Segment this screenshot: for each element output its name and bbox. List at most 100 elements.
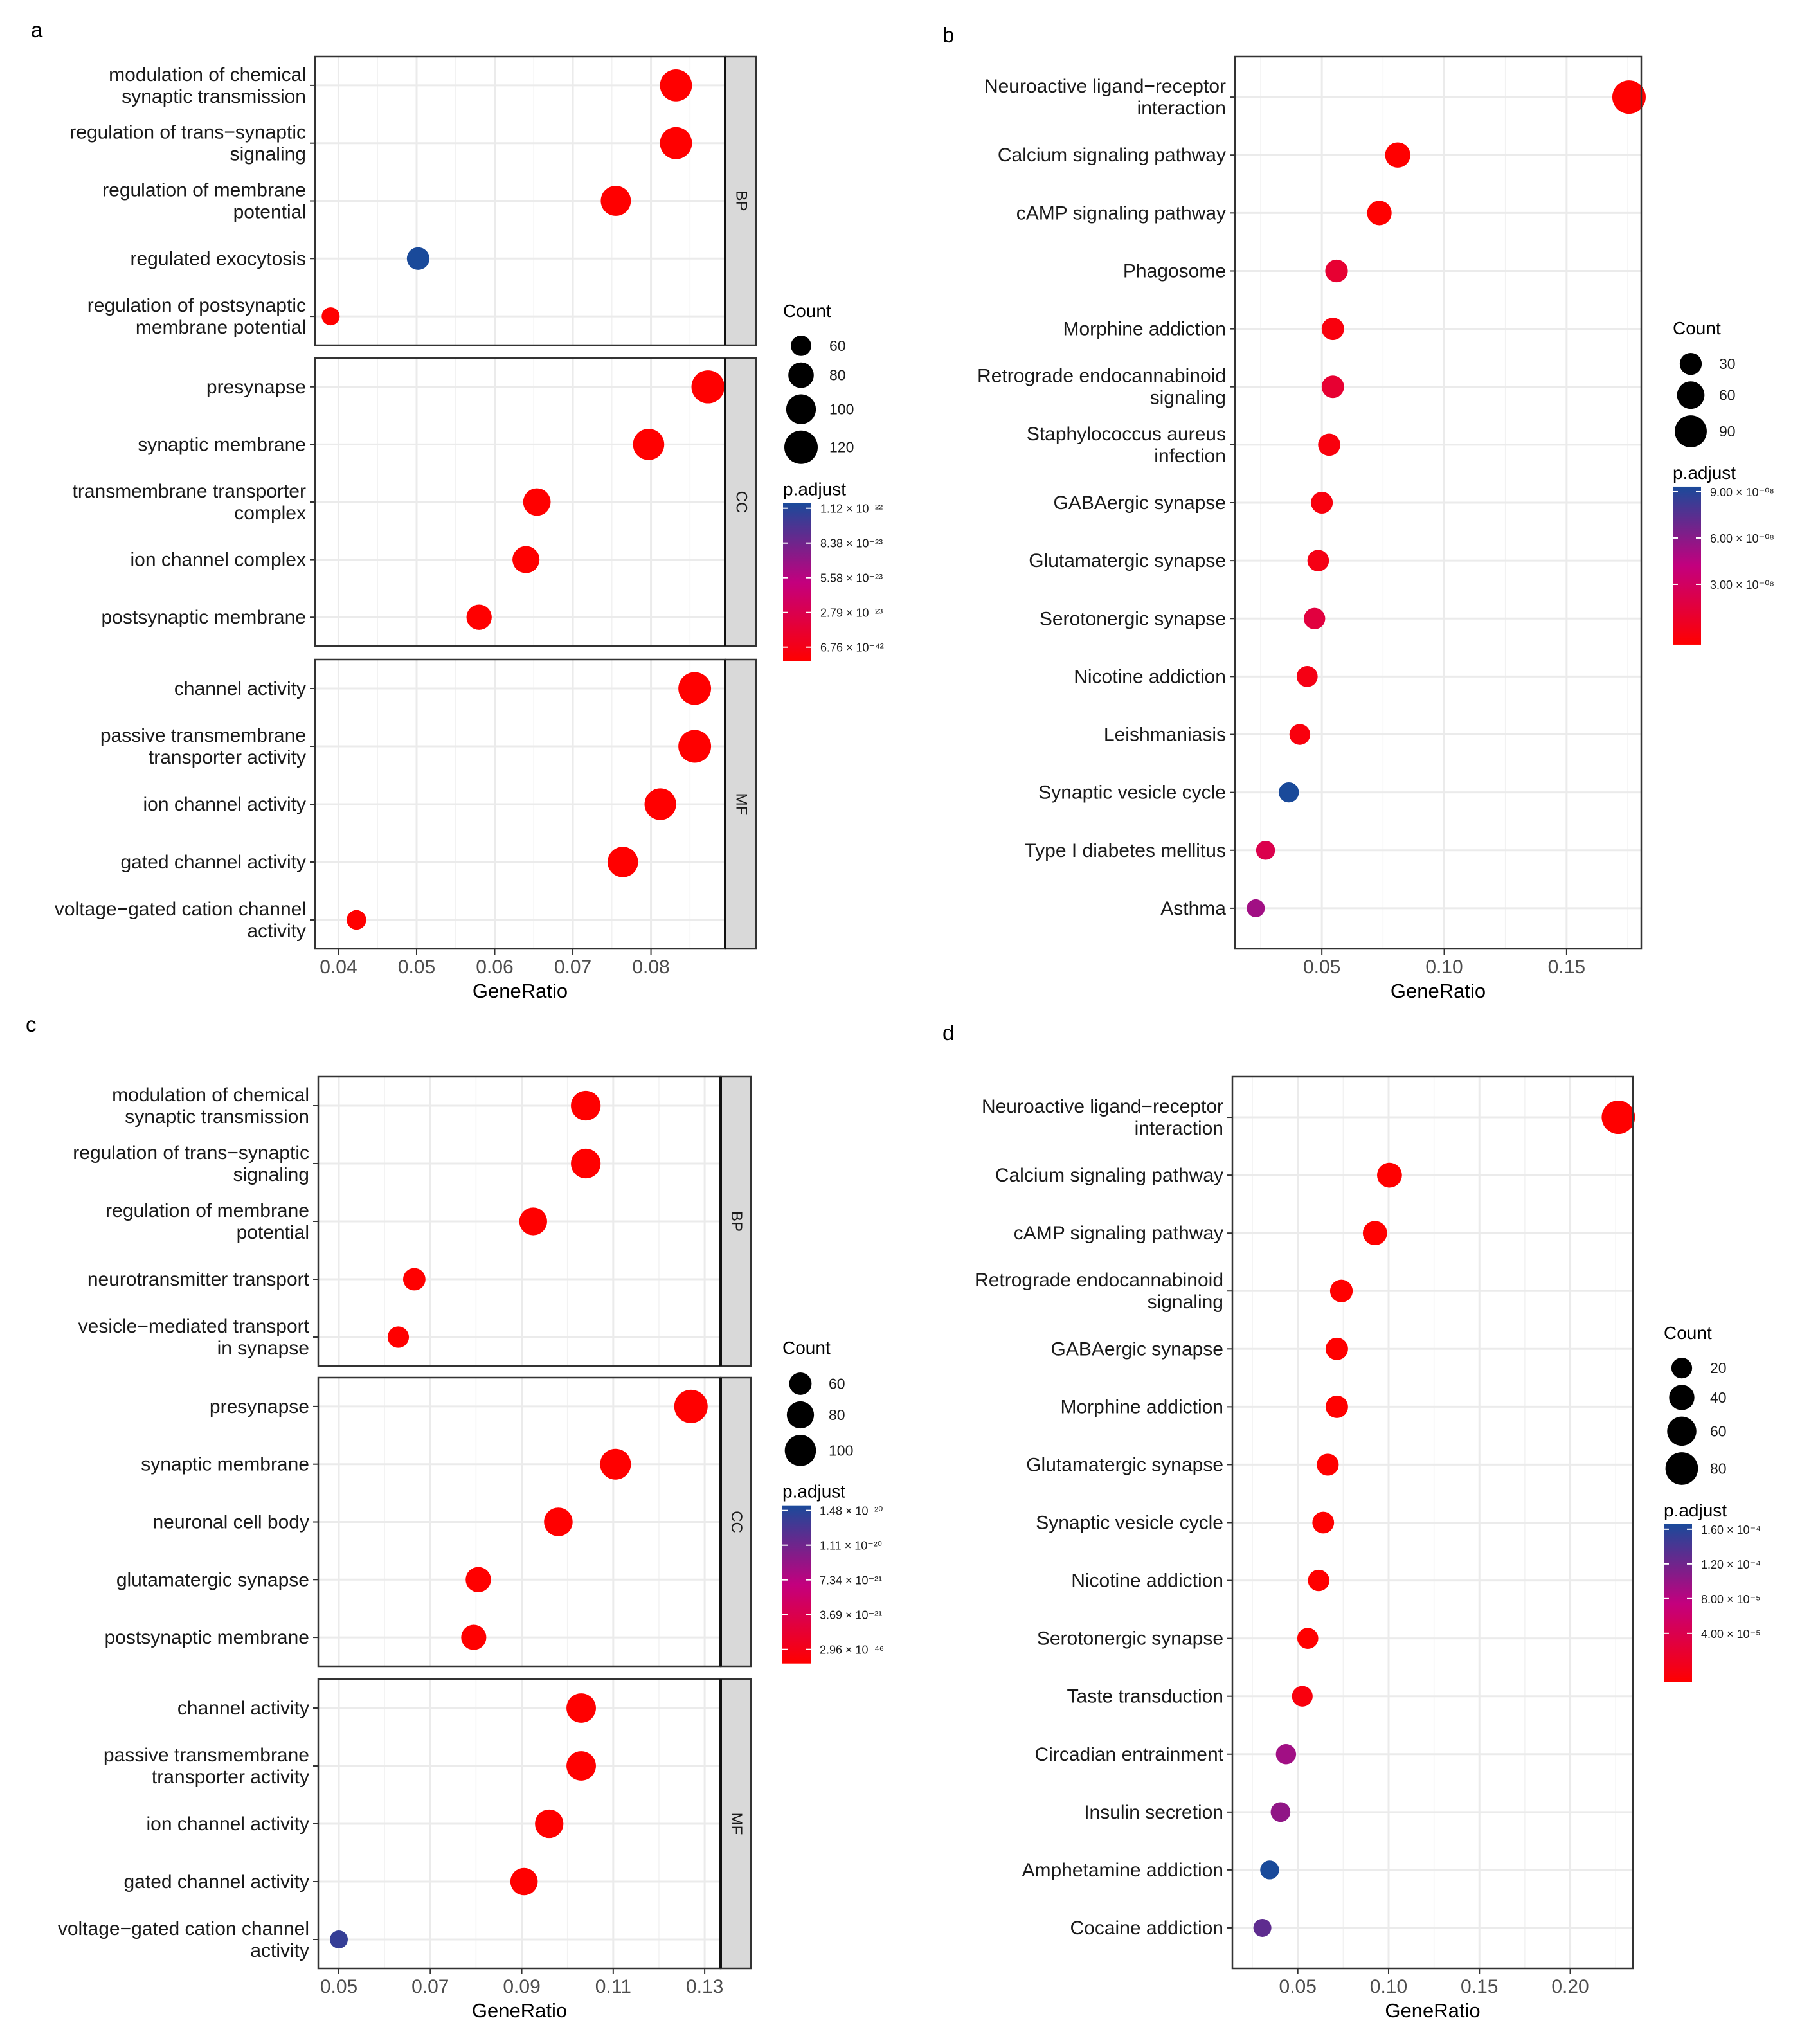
data-point[interactable] (633, 429, 665, 460)
data-point[interactable] (1270, 1802, 1291, 1822)
size-legend-label: 90 (1719, 423, 1736, 440)
size-legend-key (786, 1401, 815, 1429)
data-point[interactable] (1367, 201, 1392, 226)
size-legend-title: Count (782, 1338, 831, 1358)
data-point[interactable] (512, 546, 540, 573)
term-label: potential (233, 202, 306, 223)
panel-label: a (31, 18, 43, 42)
data-point[interactable] (1260, 1860, 1279, 1880)
data-point[interactable] (330, 1930, 348, 1948)
data-point[interactable] (600, 1448, 631, 1480)
data-point[interactable] (571, 1148, 601, 1179)
data-point[interactable] (1308, 1569, 1329, 1592)
x-tick-label: 0.06 (476, 957, 513, 978)
facet-cc: presynapse synaptic membrane neuronal cell… (105, 1376, 752, 1668)
data-point[interactable] (519, 1207, 547, 1236)
data-point[interactable] (1326, 1395, 1348, 1418)
data-point[interactable] (1325, 259, 1348, 283)
facet-strip-label: CC (728, 1511, 745, 1533)
data-point[interactable] (1321, 375, 1344, 399)
data-point[interactable] (523, 488, 551, 516)
data-point[interactable] (678, 730, 712, 763)
term-label: GABAergic synapse (1054, 492, 1226, 514)
data-point[interactable] (566, 1751, 596, 1781)
data-point[interactable] (1289, 724, 1311, 745)
data-point[interactable] (1329, 1279, 1353, 1302)
data-point[interactable] (1256, 841, 1275, 860)
term-label: ion channel complex (130, 550, 306, 571)
term-label: synaptic membrane (141, 1454, 309, 1475)
term-label: ion channel activity (147, 1813, 309, 1835)
x-tick-label: 0.04 (320, 957, 357, 978)
data-point[interactable] (1304, 607, 1326, 629)
data-point[interactable] (1275, 1744, 1297, 1765)
data-point[interactable] (1385, 142, 1410, 168)
data-point[interactable] (1612, 80, 1646, 114)
data-point[interactable] (600, 186, 631, 216)
term-label: regulated exocytosis (131, 248, 307, 269)
data-point[interactable] (644, 788, 676, 820)
term-label: Leishmaniasis (1104, 724, 1226, 746)
term-label: channel activity (177, 1698, 309, 1719)
data-point[interactable] (571, 1090, 601, 1121)
data-point[interactable] (535, 1809, 564, 1839)
data-point[interactable] (1297, 1628, 1319, 1649)
data-point[interactable] (566, 1693, 596, 1723)
data-point[interactable] (465, 1567, 491, 1593)
x-axis-title: GeneRatio (1385, 1999, 1480, 2022)
data-point[interactable] (1247, 899, 1265, 917)
data-point[interactable] (347, 910, 366, 930)
data-point[interactable] (387, 1326, 410, 1348)
term-label: regulation of trans−synaptic (69, 122, 306, 143)
term-label: transporter activity (149, 747, 306, 768)
data-point[interactable] (321, 307, 340, 326)
data-point[interactable] (510, 1867, 538, 1896)
term-label: Neuroactive ligand−receptor (982, 1096, 1223, 1117)
data-point[interactable] (1311, 492, 1333, 514)
facet-strip-label: BP (733, 190, 750, 211)
data-point[interactable] (660, 127, 692, 159)
term-label: Neuroactive ligand−receptor (984, 76, 1226, 97)
term-label: presynapse (210, 1396, 309, 1417)
term-label: cAMP signaling pathway (1016, 202, 1226, 224)
data-point[interactable] (1292, 1686, 1313, 1707)
data-point[interactable] (1362, 1221, 1387, 1246)
panel-label: c (26, 1012, 37, 1036)
term-label: Staphylococcus aureus (1027, 424, 1226, 445)
data-point[interactable] (674, 1389, 708, 1423)
data-point[interactable] (1279, 782, 1299, 803)
data-point[interactable] (1318, 433, 1340, 456)
data-point[interactable] (1253, 1918, 1272, 1937)
data-point[interactable] (678, 672, 712, 705)
data-point[interactable] (461, 1624, 487, 1650)
term-label: Glutamatergic synapse (1029, 550, 1226, 571)
data-point[interactable] (466, 604, 492, 630)
data-point[interactable] (660, 69, 692, 102)
data-point[interactable] (402, 1268, 426, 1291)
data-point[interactable] (1601, 1101, 1635, 1135)
data-point[interactable] (1326, 1337, 1348, 1360)
x-axis-title: GeneRatio (472, 1999, 567, 2022)
term-label: GABAergic synapse (1051, 1338, 1223, 1360)
size-legend-label: 100 (829, 1442, 853, 1459)
term-label: Serotonergic synapse (1037, 1628, 1223, 1650)
data-point[interactable] (1377, 1162, 1402, 1188)
data-point[interactable] (1307, 550, 1329, 571)
color-legend-label: 8.38 × 10⁻²³ (820, 537, 883, 550)
data-point[interactable] (691, 370, 725, 404)
data-point[interactable] (1317, 1453, 1339, 1476)
term-label: channel activity (174, 678, 306, 699)
term-label: activity (250, 1940, 309, 1961)
data-point[interactable] (406, 247, 429, 270)
data-point[interactable] (1296, 666, 1318, 687)
data-point[interactable] (544, 1507, 573, 1536)
term-label: infection (1154, 445, 1226, 467)
data-point[interactable] (608, 847, 638, 877)
data-point[interactable] (1321, 318, 1344, 341)
term-label: Nicotine addiction (1074, 666, 1226, 687)
term-label: postsynaptic membrane (102, 607, 307, 628)
size-legend-label: 120 (829, 439, 854, 456)
data-point[interactable] (1312, 1511, 1335, 1534)
